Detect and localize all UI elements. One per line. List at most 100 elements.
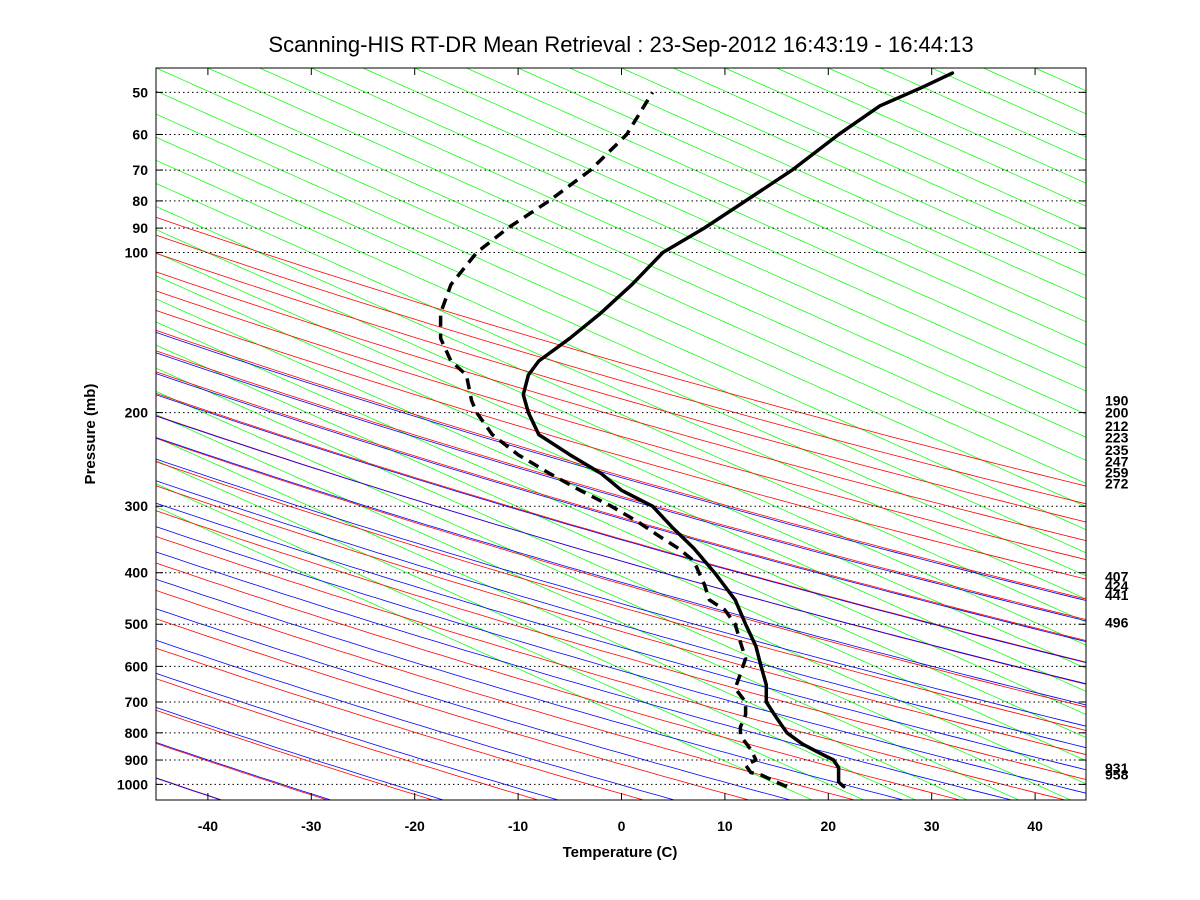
isotherm-line <box>156 206 1086 623</box>
dry-adiabat <box>156 415 1086 685</box>
dry-adiabat <box>156 536 1066 800</box>
right-label: 272 <box>1105 476 1129 492</box>
y-tick-label: 60 <box>132 126 148 142</box>
y-tick-label: 400 <box>125 565 149 581</box>
right-label: 235 <box>1105 442 1129 458</box>
isotherm-line <box>156 506 813 800</box>
dry-adiabat <box>156 216 1086 487</box>
chart-title: Scanning-HIS RT-DR Mean Retrieval : 23-S… <box>268 32 973 57</box>
right-label: 441 <box>1105 587 1129 603</box>
right-label: 200 <box>1105 405 1129 421</box>
dry-adiabat <box>156 510 1086 780</box>
temperature-profile <box>521 71 955 789</box>
isotherm-line <box>156 390 1071 800</box>
moist-adiabat <box>156 639 675 800</box>
isotherm-line <box>207 68 1086 461</box>
right-label: 190 <box>1105 393 1129 409</box>
isotherm-line <box>569 68 1086 300</box>
x-tick-label: -20 <box>405 818 425 834</box>
right-label: 223 <box>1105 430 1129 446</box>
dry-adiabat <box>156 589 855 800</box>
dry-adiabat <box>156 485 1086 755</box>
dry-adiabat <box>156 647 644 800</box>
isotherm-line <box>156 159 1086 577</box>
dewpoint-profile <box>438 91 788 789</box>
y-tick-label: 80 <box>132 193 148 209</box>
dry-adiabat <box>156 290 1086 561</box>
isotherm-line <box>517 68 1086 323</box>
isotherm-line <box>621 68 1086 276</box>
x-tick-label: 40 <box>1027 818 1043 834</box>
right-label: 958 <box>1105 766 1129 782</box>
isotherm-line <box>414 68 1086 369</box>
sounding-profiles <box>438 71 955 789</box>
isotherm-line <box>156 414 1020 800</box>
right-label: 212 <box>1105 418 1129 434</box>
isotherm-line <box>156 90 1086 507</box>
moist-adiabat <box>156 551 1012 800</box>
isotherm-line <box>259 68 1086 438</box>
moist-adiabat <box>156 352 1086 622</box>
dry-adiabat <box>156 234 1086 505</box>
isotherm-line <box>156 136 1086 554</box>
dry-adiabat <box>156 271 1086 542</box>
x-tick-label: -40 <box>198 818 218 834</box>
dry-adiabat <box>156 252 1086 523</box>
isotherm-line <box>156 298 1086 715</box>
dry-adiabat <box>156 437 1086 708</box>
isotherm-line <box>156 460 916 800</box>
moist-adiabat <box>156 608 791 800</box>
moist-adiabat <box>156 331 1086 601</box>
y-tick-label: 100 <box>125 244 149 260</box>
y-tick-label: 1000 <box>117 776 148 792</box>
dry-adiabat <box>156 309 1086 580</box>
thermodynamic-background <box>156 68 1086 800</box>
moist-adiabat <box>156 437 1086 706</box>
dry-adiabat <box>156 371 1086 641</box>
moist-adiabat <box>156 480 1086 749</box>
x-tick-label: 10 <box>717 818 733 834</box>
isotherm-line <box>156 113 1086 531</box>
right-label: 496 <box>1105 614 1129 630</box>
x-tick-label: -30 <box>301 818 321 834</box>
moist-adiabat <box>156 458 1086 727</box>
dry-adiabat <box>156 329 1086 600</box>
y-tick-label: 200 <box>125 405 149 421</box>
isotherm-line <box>156 344 1086 762</box>
dry-adiabat <box>156 618 749 800</box>
y-tick-label: 50 <box>132 84 148 100</box>
right-label: 259 <box>1105 464 1129 480</box>
isotherm-line <box>724 68 1086 230</box>
x-tick-label: 30 <box>924 818 940 834</box>
dry-adiabat <box>156 350 1086 620</box>
y-tick-label: 600 <box>125 658 149 674</box>
isotherm-line <box>156 483 864 800</box>
isotherm-line <box>156 183 1086 600</box>
dry-adiabat <box>156 392 1086 663</box>
moist-adiabat <box>156 394 1086 664</box>
x-tick-label: -10 <box>508 818 528 834</box>
x-axis-ticks: -40 -30 -20 -10 0 10 20 30 40 <box>198 68 1043 834</box>
y-tick-label: 500 <box>125 616 149 632</box>
isotherm-line <box>776 68 1086 207</box>
moist-adiabat <box>156 373 1086 642</box>
y-tick-label: 90 <box>132 220 148 236</box>
dry-adiabat <box>156 562 960 800</box>
y-tick-label: 70 <box>132 162 148 178</box>
isotherm-line <box>311 68 1086 415</box>
isotherm-line <box>156 275 1086 692</box>
moist-adiabat <box>156 415 1086 685</box>
pressure-gridlines <box>156 91 1086 785</box>
isotherm-line <box>156 437 968 800</box>
x-axis-label: Temperature (C) <box>563 844 678 861</box>
y-axis-ticks: 1000 900 800 700 600 500 400 300 200 100 90 80 70 60 5… <box>117 84 1086 792</box>
isotherm-line <box>673 68 1086 253</box>
moist-adiabat <box>156 502 1086 771</box>
moist-adiabat <box>156 526 1086 794</box>
x-tick-label: 0 <box>618 818 626 834</box>
right-label: 424 <box>1105 578 1129 594</box>
dry-adiabat <box>156 461 1086 731</box>
isotherm-line <box>156 252 1086 669</box>
